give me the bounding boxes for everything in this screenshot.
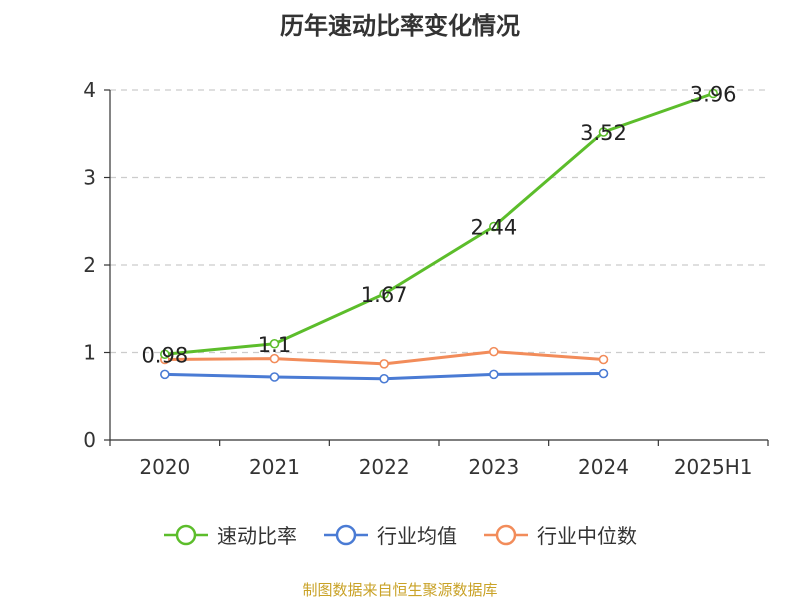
data-point [598,368,609,379]
data-point [269,338,280,349]
legend-label: 行业均值 [377,524,457,548]
data-point [379,359,389,369]
x-tick-label: 2021 [249,455,300,479]
series-lines [160,88,718,384]
data-point [598,127,609,137]
data-label: 1.67 [361,283,408,307]
x-axis: 2020 2021 2022 2023 2024 2025H1 [109,439,769,479]
legend-marker-icon [164,524,208,545]
data-label: 3.96 [690,83,737,107]
x-tick-label: 2020 [139,455,190,479]
x-tick-label: 2024 [578,455,629,479]
y-tick-label: 3 [83,166,96,190]
data-label: 0.98 [141,343,188,367]
legend-circle [175,524,197,545]
data-labels: 0.98 1.1 1.67 2.44 3.52 3.96 [141,83,736,368]
legend-circle [495,524,517,545]
data-point [489,221,499,232]
legend-item[interactable]: 行业中位数 [483,520,637,549]
x-tick-label: 2022 [359,455,410,479]
data-point [379,289,389,299]
data-label: 2.44 [470,216,517,240]
y-tick-label: 0 [83,428,96,452]
legend-label: 行业中位数 [537,524,637,548]
data-point [379,373,389,384]
y-axis: 0 1 2 3 4 [83,78,111,452]
data-point [489,346,499,357]
data-point [598,354,609,365]
x-tick-label: 2025H1 [674,455,753,479]
data-label: 1.1 [258,333,291,357]
chart-title: 历年速动比率变化情况 [280,12,520,40]
legend-label: 速动比率 [217,524,297,548]
legend-marker-icon [484,524,528,545]
data-point [269,353,280,364]
legend-marker-icon [324,524,368,545]
y-tick-label: 4 [83,78,96,102]
data-point [708,88,718,99]
legend-circle [335,524,357,545]
data-point [160,349,170,360]
data-point [269,372,280,382]
legend-item[interactable]: 速动比率 [163,520,297,549]
y-tick-label: 1 [83,341,96,365]
legend: 速动比率 行业均值 行业中位数 [0,520,800,549]
x-tick-label: 2023 [468,455,519,479]
legend-item[interactable]: 行业均值 [323,520,457,549]
source-note: 制图数据来自恒生聚源数据库 [302,581,498,599]
data-point [489,369,499,380]
data-point [160,369,170,380]
data-label: 3.52 [580,121,627,145]
grid-lines [110,89,768,354]
series-line [164,92,714,356]
y-tick-label: 2 [83,253,96,277]
